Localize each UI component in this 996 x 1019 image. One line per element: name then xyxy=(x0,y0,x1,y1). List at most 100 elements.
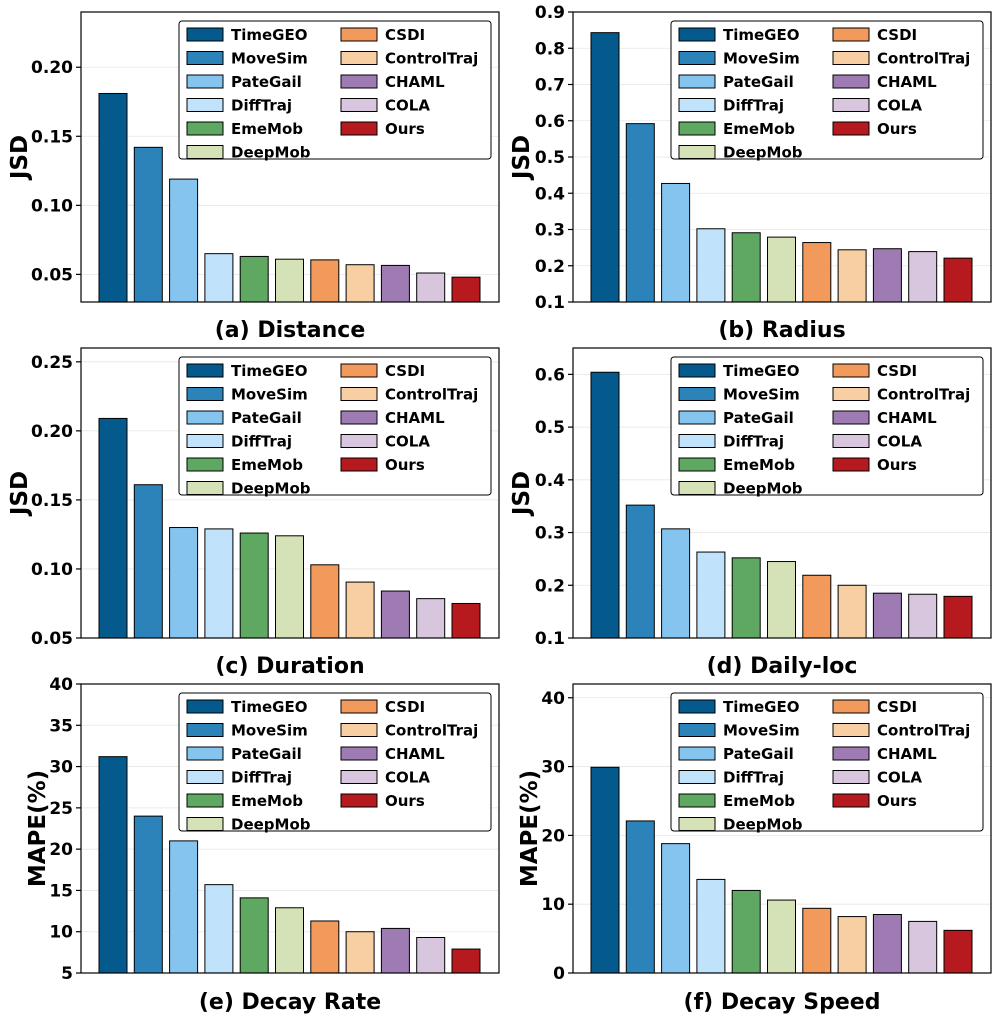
legend-swatch-pategail xyxy=(678,410,716,425)
legend-swatch-cola xyxy=(340,98,378,112)
bar-controltraj xyxy=(837,584,867,639)
bar-deepmob xyxy=(767,561,796,639)
legend-label-difftraj: DiffTraj xyxy=(231,769,292,787)
legend-swatch-timegeo xyxy=(678,27,716,42)
legend-swatch-difftraj xyxy=(678,770,716,784)
legend-swatch-controltraj xyxy=(340,723,378,737)
y-tick-label: 0 xyxy=(553,964,565,984)
legend-swatch-ours xyxy=(340,793,378,808)
legend-box xyxy=(670,692,984,832)
legend-swatch-movesim xyxy=(186,387,224,401)
legend-label-deepmob: DeepMob xyxy=(723,480,803,498)
legend-swatch-csdi xyxy=(832,699,870,714)
bar-cola xyxy=(416,272,446,303)
legend: TimeGEO MoveSim PateGail DiffTraj EmeMob Deep… xyxy=(670,20,984,162)
legend-label-ememob: EmeMob xyxy=(723,792,795,810)
legend-label-controltraj: ControlTraj xyxy=(385,386,478,404)
bar-difftraj xyxy=(696,228,726,303)
y-tick-label: 40 xyxy=(541,689,565,709)
chart-title: (f) Decay Speed xyxy=(684,990,881,1015)
plot-frame xyxy=(80,683,500,974)
legend-swatch-ours xyxy=(832,793,870,808)
legend-box xyxy=(670,356,984,496)
legend-label-difftraj: DiffTraj xyxy=(723,97,784,115)
legend-label-csdi: CSDI xyxy=(877,698,917,716)
legend-label-chaml: CHAML xyxy=(385,409,445,427)
legend-label-chaml: CHAML xyxy=(877,409,937,427)
y-tick-label: 0.5 xyxy=(535,418,565,438)
bar-pategail xyxy=(661,843,691,974)
legend-label-movesim: MoveSim xyxy=(723,50,800,68)
legend-swatch-csdi xyxy=(340,699,378,714)
legend: TimeGEO MoveSim PateGail DiffTraj EmeMob Deep… xyxy=(178,692,492,834)
legend-label-cola: COLA xyxy=(877,433,922,451)
y-tick-label: 25 xyxy=(49,799,73,819)
legend-swatch-difftraj xyxy=(678,98,716,112)
y-tick-label: 0.4 xyxy=(535,184,565,204)
legend-swatch-ememob xyxy=(678,457,716,472)
bar-chaml xyxy=(872,914,902,974)
bar-ememob xyxy=(731,889,761,974)
y-tick-label: 0.2 xyxy=(535,257,565,277)
legend-swatch-pategail xyxy=(186,74,224,89)
legend-label-controltraj: ControlTraj xyxy=(877,722,970,740)
chart-panel-c-duration: 0.05 0.10 0.15 0.20 0.25 JSD (c) Duration TimeG… xyxy=(7,347,500,679)
legend-swatch-pategail xyxy=(678,746,716,761)
legend-swatch-controltraj xyxy=(340,387,378,401)
legend-label-movesim: MoveSim xyxy=(723,722,800,740)
legend-label-chaml: CHAML xyxy=(385,73,445,91)
bar-ememob xyxy=(731,557,761,639)
legend-label-difftraj: DiffTraj xyxy=(723,769,784,787)
legend-swatch-deepmob xyxy=(186,145,224,159)
legend-box xyxy=(178,20,492,160)
legend-label-ours: Ours xyxy=(877,456,917,474)
bar-ours xyxy=(943,257,973,303)
legend-swatch-cola xyxy=(340,434,378,448)
y-axis-label: JSD xyxy=(509,471,535,517)
bar-difftraj xyxy=(696,878,726,974)
bar-ememob xyxy=(239,532,269,639)
legend: TimeGEO MoveSim PateGail DiffTraj EmeMob Deep… xyxy=(178,20,492,162)
legend-swatch-deepmob xyxy=(186,481,224,495)
legend-swatch-pategail xyxy=(678,74,716,89)
bar-pategail xyxy=(169,527,199,639)
bar-csdi xyxy=(802,242,832,303)
bar-ememob xyxy=(239,897,269,974)
y-tick-label: 0.1 xyxy=(535,629,565,649)
bar-chaml xyxy=(380,590,410,639)
bar-cola xyxy=(416,936,446,974)
legend-swatch-chaml xyxy=(340,746,378,761)
bar-deepmob xyxy=(767,236,796,303)
legend-swatch-ememob xyxy=(678,121,716,136)
legend-label-cola: COLA xyxy=(385,97,430,115)
legend-swatch-csdi xyxy=(340,27,378,42)
bar-timegeo xyxy=(98,92,128,303)
legend-label-timegeo: TimeGEO xyxy=(723,26,800,44)
legend-swatch-ours xyxy=(340,457,378,472)
bar-deepmob xyxy=(767,899,796,974)
y-tick-label: 0.3 xyxy=(535,524,565,544)
bar-pategail xyxy=(661,182,691,303)
legend-label-pategail: PateGail xyxy=(231,409,302,427)
y-axis-label: MAPE(%) xyxy=(25,770,51,887)
bar-timegeo xyxy=(98,417,128,639)
bar-timegeo xyxy=(590,32,620,303)
legend-label-timegeo: TimeGEO xyxy=(231,26,308,44)
y-tick-label: 0.5 xyxy=(535,148,565,168)
legend-label-chaml: CHAML xyxy=(385,745,445,763)
legend-label-timegeo: TimeGEO xyxy=(723,698,800,716)
y-tick-label: 0.6 xyxy=(535,365,565,385)
bar-movesim xyxy=(625,504,655,639)
legend-label-movesim: MoveSim xyxy=(723,386,800,404)
chart-title: (a) Distance xyxy=(215,318,366,343)
bar-movesim xyxy=(625,820,655,974)
chart-title: (b) Radius xyxy=(718,318,845,343)
legend-swatch-cola xyxy=(832,98,870,112)
legend-swatch-ours xyxy=(832,457,870,472)
legend-swatch-cola xyxy=(832,770,870,784)
chart-panel-d-daily-loc: 0.1 0.2 0.3 0.4 0.5 0.6 JSD (d) Daily-loc TimeGE… xyxy=(509,347,992,679)
y-tick-label: 10 xyxy=(49,923,73,943)
y-tick-label: 0.05 xyxy=(31,629,73,649)
bar-timegeo xyxy=(98,756,128,974)
y-tick-label: 20 xyxy=(49,840,73,860)
